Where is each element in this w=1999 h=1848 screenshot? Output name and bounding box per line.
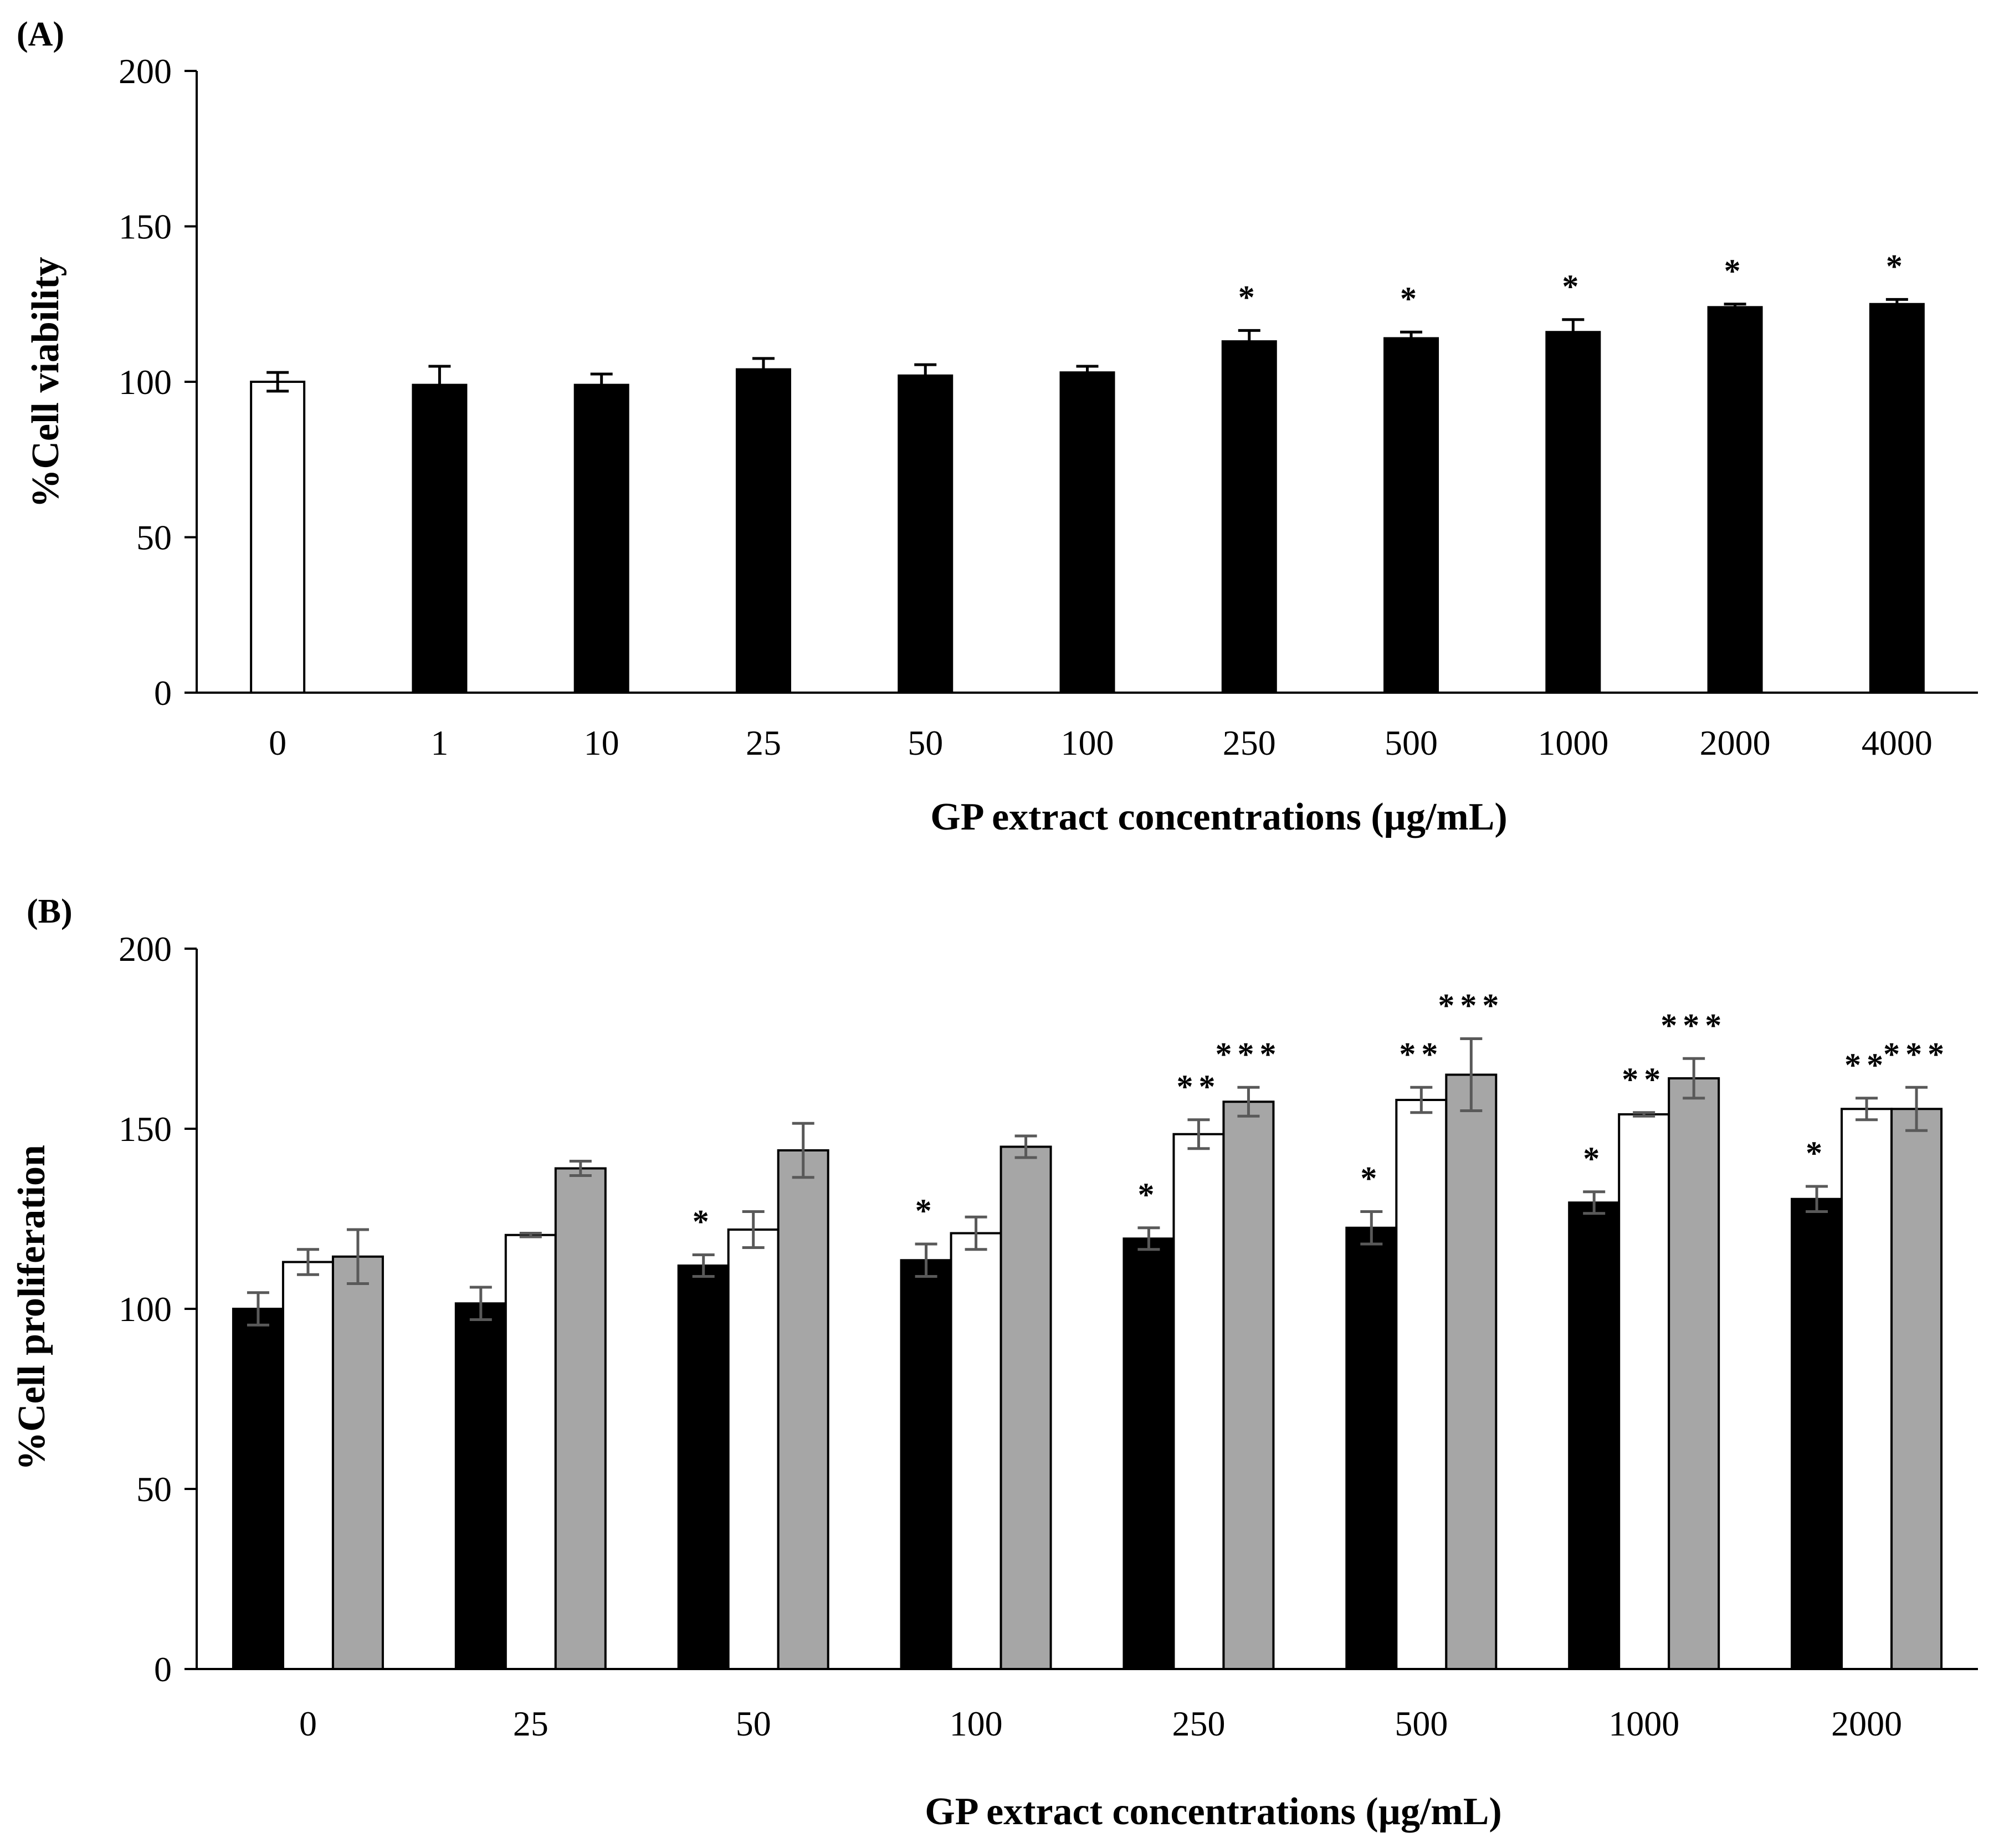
- panel-a-x-tick-label: 10: [584, 723, 619, 762]
- panel-a-bar: [898, 374, 954, 694]
- panel-b-significance-label: ***: [1215, 1036, 1282, 1072]
- panel-b-significance-label: *: [1360, 1160, 1382, 1197]
- panel-a-x-axis-title: GP extract concentrations (µg/mL): [930, 796, 1507, 838]
- panel-a-x-tick-label: 0: [269, 723, 286, 762]
- panel-a-x-tick-label: 1000: [1537, 723, 1608, 762]
- panel-b-x-tick-label: 1000: [1608, 1704, 1679, 1743]
- panel-b-x-tick-label: 2000: [1831, 1704, 1902, 1743]
- panel-b-significance-label: ***: [1660, 1007, 1727, 1043]
- panel-b-y-tick-label: 200: [119, 929, 172, 969]
- panel-a-bar: [1059, 371, 1115, 694]
- panel-b-bar: [554, 1167, 607, 1670]
- panel-b-x-tick-label: 25: [513, 1704, 549, 1743]
- panel-b-bar: [1890, 1108, 1943, 1670]
- panel-a-bar: [735, 368, 791, 694]
- panel-a-x-tick-label: 100: [1061, 723, 1114, 762]
- panel-a-y-axis-title: %Cell viability: [24, 257, 67, 508]
- panel-b-significance-label: *: [915, 1192, 937, 1229]
- panel-b-bar: [1395, 1099, 1448, 1670]
- panel-b-significance-label: *: [1806, 1135, 1828, 1171]
- panel-b-significance-label: **: [1622, 1061, 1666, 1098]
- panel-b-bars: * * ************************: [232, 987, 1950, 1670]
- panel-a-bar: [250, 381, 306, 694]
- panel-b-bar: [1122, 1237, 1175, 1670]
- panel-b-significance-label: **: [1399, 1036, 1443, 1072]
- panel-a-significance-label: *: [1238, 279, 1260, 315]
- panel-a-bar: [1707, 306, 1763, 694]
- panel-b-bar: [232, 1308, 284, 1670]
- panel-b-y-tick-label: 150: [119, 1109, 172, 1149]
- panel-a-x-tick-label: 50: [908, 723, 943, 762]
- panel-b-significance-label: ***: [1883, 1036, 1950, 1072]
- panel-b-bar: [777, 1149, 829, 1670]
- panel-a-y-tick-label: 100: [119, 362, 172, 402]
- panel-b-bar: [1618, 1113, 1670, 1670]
- panel-b-bar: [1000, 1145, 1052, 1670]
- panel-a-bars: * * * * *: [250, 248, 1925, 694]
- panel-b: (B) %Cell proliferation GP extract conce…: [11, 893, 1978, 1833]
- panel-b-bar: [1222, 1100, 1275, 1670]
- panel-b-bar: [281, 1261, 334, 1670]
- panel-a-bar: [412, 383, 468, 694]
- panel-a-bar: [1383, 337, 1439, 694]
- panel-a-y-tick-label: 150: [119, 207, 172, 247]
- panel-a-x-tick-label: 1: [430, 723, 448, 762]
- panel-b-bar: [454, 1302, 507, 1670]
- panel-b-y-tick-label: 50: [136, 1470, 172, 1509]
- panel-b-significance-label: *: [1583, 1140, 1605, 1177]
- panel-a-bar: [573, 383, 629, 694]
- panel-b-bar: [1445, 1073, 1498, 1670]
- panel-b-bar: [1172, 1133, 1225, 1670]
- panel-b-bar: [1345, 1226, 1398, 1670]
- panel-a-bar: [1221, 340, 1277, 694]
- panel-b-bar: [950, 1232, 1002, 1670]
- panel-b-significance-label: *: [1137, 1176, 1160, 1213]
- panel-b-significance-label: **: [1176, 1068, 1221, 1105]
- panel-a-y-tick-label: 0: [154, 673, 172, 713]
- panel-b-significance-label: **: [1844, 1047, 1889, 1083]
- panel-a-label: (A): [17, 16, 64, 53]
- panel-b-x-tick-label: 100: [950, 1704, 1003, 1743]
- panel-a-bar: [1545, 331, 1601, 694]
- panel-b-bar: [1568, 1201, 1621, 1670]
- panel-b-bar: [900, 1259, 952, 1670]
- panel-a-x-tick-label: 250: [1223, 723, 1276, 762]
- panel-b-bar: [1791, 1197, 1843, 1670]
- panel-b-significance-label: ***: [1438, 987, 1504, 1024]
- panel-a-x-tick-label: 25: [746, 723, 781, 762]
- panel-b-bar: [331, 1255, 384, 1670]
- panel-a-significance-label: *: [1562, 268, 1584, 305]
- panel-b-y-tick-label: 100: [119, 1289, 172, 1329]
- panel-a-y-tick-label: 50: [136, 518, 172, 557]
- panel-b-y-tick-label: 0: [154, 1650, 172, 1689]
- panel-b-x-axis-title: GP extract concentrations (µg/mL): [925, 1790, 1501, 1833]
- panel-a-x-tick-label: 500: [1385, 723, 1438, 762]
- panel-b-bar: [677, 1265, 730, 1670]
- panel-b-x-tick-label: 50: [736, 1704, 771, 1743]
- panel-b-y-axis-title: %Cell proliferation: [11, 1145, 53, 1471]
- panel-a-significance-label: *: [1724, 253, 1746, 289]
- panel-b-label: (B): [27, 893, 73, 930]
- panel-b-x-tick-label: 250: [1172, 1704, 1225, 1743]
- panel-b-bar: [1841, 1108, 1893, 1670]
- panel-b-x-tick-label: 0: [299, 1704, 317, 1743]
- panel-a-bar: [1869, 303, 1925, 694]
- panel-a: (A) %Cell viability GP extract concentra…: [17, 16, 1978, 838]
- panel-b-bar: [504, 1233, 557, 1670]
- panel-a-x-tick-label: 2000: [1700, 723, 1771, 762]
- panel-b-x-tick-label: 500: [1395, 1704, 1448, 1743]
- panel-b-bar: [727, 1228, 780, 1670]
- panel-a-x-tick-label: 4000: [1862, 723, 1933, 762]
- panel-a-significance-label: *: [1886, 248, 1908, 284]
- panel-b-bar: [1668, 1077, 1720, 1670]
- panel-a-y-tick-label: 200: [119, 52, 172, 91]
- panel-a-significance-label: *: [1400, 280, 1422, 317]
- panel-b-significance-label: *: [693, 1204, 715, 1240]
